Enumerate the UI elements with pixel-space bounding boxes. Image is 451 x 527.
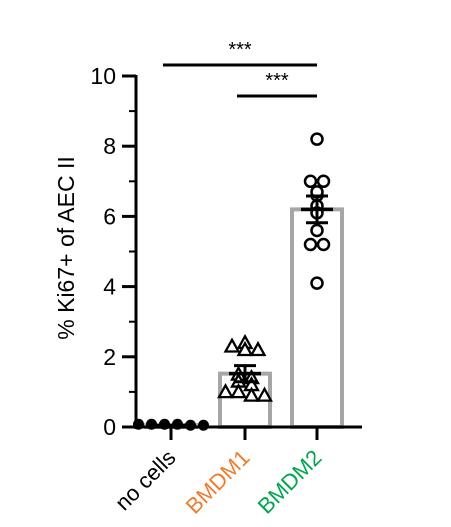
data-point — [249, 340, 267, 357]
data-point — [310, 223, 324, 238]
y-tick-label: 8 — [103, 133, 116, 159]
data-point — [303, 237, 318, 252]
points-layer — [133, 132, 331, 431]
y-tick-label: 2 — [103, 344, 116, 370]
data-point — [198, 419, 209, 431]
data-point — [310, 132, 324, 146]
data-point — [256, 386, 273, 402]
data-point — [217, 383, 234, 399]
x-tick-label: BMDM2 — [253, 445, 327, 519]
x-tick-label: BMDM1 — [181, 445, 255, 519]
data-point — [230, 383, 247, 399]
significance-label: *** — [228, 39, 252, 61]
data-point — [316, 237, 331, 252]
data-point — [236, 340, 254, 357]
y-tick-label: 10 — [90, 63, 116, 89]
data-point — [316, 174, 331, 189]
data-point — [223, 337, 241, 353]
x-tick-label: no cells — [110, 445, 180, 515]
significance-layer: *** *** — [163, 39, 317, 98]
y-axis-label: % Ki67+ of AEC II — [53, 156, 79, 339]
data-point — [303, 174, 318, 189]
significance-label: *** — [265, 70, 289, 92]
data-point — [310, 276, 324, 290]
error-bars-layer — [155, 194, 333, 427]
y-tick-label: 4 — [103, 274, 116, 300]
y-tick-label: 6 — [103, 203, 116, 229]
data-point — [243, 386, 260, 402]
y-tick-label: 0 — [103, 414, 116, 440]
bar-bmdm2 — [290, 207, 344, 429]
